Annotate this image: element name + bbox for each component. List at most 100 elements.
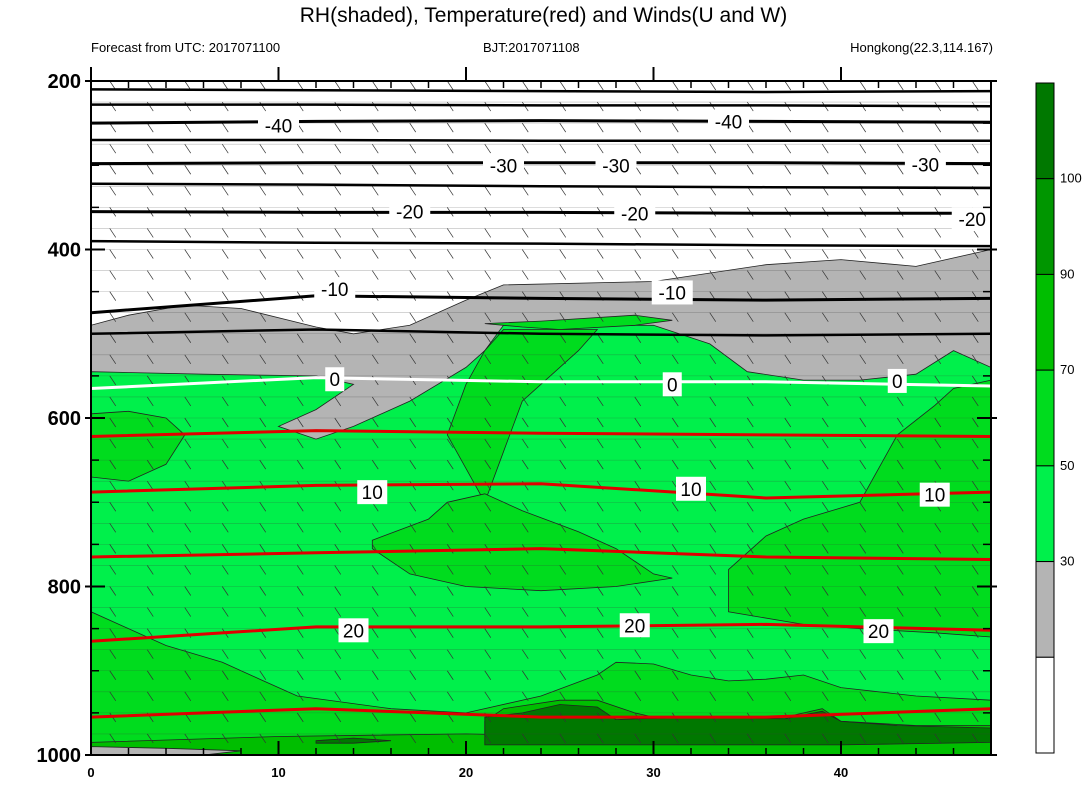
- wind-barb: [409, 502, 417, 512]
- contour-labels: -40 -40 -30 -30 -30 -20 -20 -20 -10 -10 0 0 0 10 10 10 2…: [258, 109, 993, 644]
- wind-barb: [296, 396, 304, 407]
- wind-barb: [221, 333, 229, 343]
- wind-barb: [934, 249, 942, 259]
- wind-barb: [296, 438, 304, 449]
- wind-barb: [409, 186, 417, 196]
- wind-barb: [296, 691, 304, 702]
- contour-label-box: [708, 109, 749, 134]
- x-tick-label: 20: [459, 765, 473, 780]
- wind-barb: [521, 186, 529, 196]
- wind-barb: [784, 565, 792, 575]
- wind-barb: [521, 122, 529, 133]
- wind-barb: [784, 249, 792, 259]
- wind-barb: [934, 691, 942, 702]
- wind-barb: [859, 691, 867, 702]
- wind-barb: [146, 143, 154, 154]
- contour-label-box: [863, 619, 894, 644]
- wind-barb: [146, 396, 154, 407]
- y-tick-label: 200: [48, 71, 81, 93]
- wind-barb: [259, 459, 267, 470]
- wind-barb: [371, 628, 379, 638]
- wind-barb: [784, 480, 792, 491]
- wind-barb: [446, 122, 454, 133]
- wind-barb: [859, 733, 867, 744]
- wind-barb: [784, 228, 792, 238]
- temperature-contour: [91, 182, 991, 190]
- wind-barb: [146, 186, 154, 196]
- wind-barb: [521, 249, 529, 259]
- contour-label: -10: [321, 280, 348, 301]
- wind-barb: [671, 249, 679, 259]
- wind-barb: [146, 354, 154, 365]
- wind-barb: [746, 502, 754, 512]
- wind-barb: [784, 270, 792, 280]
- wind-barb: [484, 670, 492, 680]
- wind-barb: [896, 459, 904, 470]
- wind-barb: [446, 586, 454, 596]
- wind-barb: [484, 417, 492, 428]
- wind-barb: [821, 670, 829, 680]
- wind-barb: [896, 249, 904, 259]
- colorbar-segment: [1035, 178, 1055, 275]
- wind-barb: [784, 354, 792, 365]
- wind-barb: [259, 270, 267, 280]
- wind-barb: [221, 186, 229, 196]
- wind-barb: [559, 186, 567, 196]
- wind-barb: [371, 607, 379, 617]
- contour-label: 10: [362, 483, 383, 504]
- wind-barb: [671, 733, 679, 744]
- wind-barb: [634, 586, 642, 596]
- wind-barb: [784, 312, 792, 322]
- wind-barb: [821, 165, 829, 175]
- wind-barb: [521, 565, 529, 575]
- wind-barb: [746, 607, 754, 617]
- wind-barb: [296, 249, 304, 259]
- wind-barb: [221, 649, 229, 659]
- wind-barb: [859, 396, 867, 407]
- wind-barb: [221, 670, 229, 680]
- wind-barb: [634, 523, 642, 533]
- wind-barb: [409, 565, 417, 575]
- wind-barb: [671, 649, 679, 659]
- colorbar-segment: [1035, 656, 1055, 754]
- wind-barb: [146, 544, 154, 554]
- wind-barb: [859, 143, 867, 154]
- wind-barb: [371, 586, 379, 596]
- wind-barb: [521, 312, 529, 322]
- wind-barb: [559, 733, 567, 744]
- wind-barb: [671, 544, 679, 554]
- contour-label-box: [662, 372, 682, 397]
- wind-barb: [184, 607, 192, 617]
- wind-barb: [334, 733, 342, 744]
- wind-barb: [784, 670, 792, 680]
- wind-barb: [934, 81, 942, 91]
- wind-barb: [559, 523, 567, 533]
- wind-barb: [484, 586, 492, 596]
- wind-barb: [709, 459, 717, 470]
- wind-barb: [709, 649, 717, 659]
- wind-barb: [334, 228, 342, 238]
- wind-barb: [484, 733, 492, 744]
- wind-barb: [634, 396, 642, 407]
- wind-barb: [671, 396, 679, 407]
- wind-barb: [896, 607, 904, 617]
- wind-barb: [484, 228, 492, 238]
- wind-barb: [446, 670, 454, 680]
- temperature-contour: [91, 294, 991, 315]
- wind-barb: [521, 81, 529, 91]
- wind-barb: [896, 733, 904, 744]
- wind-barb: [184, 649, 192, 659]
- wind-barb: [484, 628, 492, 638]
- wind-barb: [634, 312, 642, 322]
- wind-barb: [296, 165, 304, 175]
- wind-barb: [371, 81, 379, 91]
- wind-barb: [971, 480, 979, 491]
- wind-barb: [296, 628, 304, 638]
- wind-barb: [821, 628, 829, 638]
- wind-barb: [559, 628, 567, 638]
- contour-label: 20: [343, 621, 364, 642]
- contour-label-box: [951, 207, 993, 232]
- contour-label: -30: [490, 156, 517, 177]
- wind-barb: [146, 607, 154, 617]
- wind-barb: [859, 607, 867, 617]
